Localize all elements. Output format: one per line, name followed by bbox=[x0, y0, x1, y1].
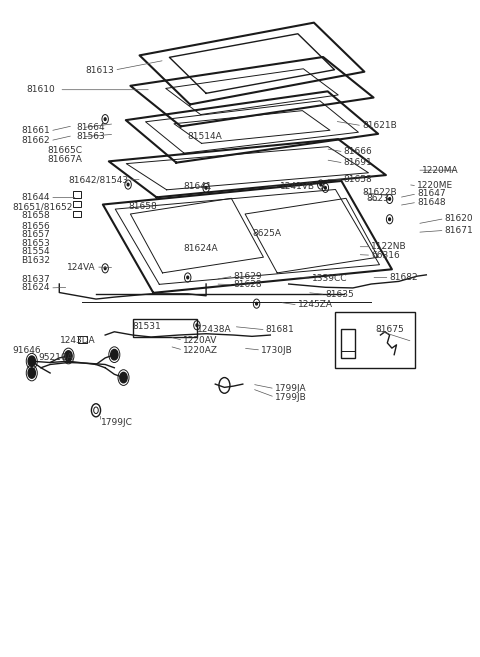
Circle shape bbox=[104, 118, 106, 120]
Text: 124VA: 124VA bbox=[67, 263, 96, 271]
Text: 91646: 91646 bbox=[12, 346, 41, 355]
Text: 81531: 81531 bbox=[132, 322, 161, 331]
Bar bbox=[341, 328, 355, 358]
Text: 81624: 81624 bbox=[22, 283, 50, 292]
Text: 8625A: 8625A bbox=[252, 229, 281, 238]
Text: 1799JC: 1799JC bbox=[101, 418, 132, 426]
Text: 81554: 81554 bbox=[22, 248, 50, 256]
Text: 1799JB: 1799JB bbox=[275, 393, 307, 401]
Circle shape bbox=[28, 368, 36, 378]
Circle shape bbox=[104, 267, 106, 269]
Text: 1220MA: 1220MA bbox=[422, 166, 458, 175]
Text: 8623: 8623 bbox=[367, 194, 390, 204]
Text: 81664: 81664 bbox=[76, 123, 105, 132]
Text: 1220AV: 1220AV bbox=[183, 336, 217, 345]
Text: 81628: 81628 bbox=[234, 280, 262, 289]
Bar bbox=[73, 191, 81, 198]
Text: 81691: 81691 bbox=[344, 158, 372, 168]
Text: 1122NB: 1122NB bbox=[371, 242, 407, 251]
Circle shape bbox=[127, 183, 129, 186]
Text: 81681: 81681 bbox=[266, 325, 295, 334]
Text: 81662: 81662 bbox=[22, 136, 50, 145]
Text: 81647: 81647 bbox=[417, 189, 446, 198]
Text: 81610: 81610 bbox=[26, 85, 55, 94]
Text: 81621B: 81621B bbox=[362, 121, 397, 130]
Text: B1632: B1632 bbox=[21, 256, 50, 265]
Bar bbox=[73, 211, 81, 217]
Circle shape bbox=[65, 351, 72, 361]
Text: 81635: 81635 bbox=[325, 290, 354, 299]
Text: 81651/81652: 81651/81652 bbox=[12, 202, 73, 212]
Bar bbox=[335, 312, 415, 368]
Text: 81667A: 81667A bbox=[48, 155, 82, 164]
Text: 1799JA: 1799JA bbox=[275, 384, 307, 393]
Text: 81620: 81620 bbox=[444, 214, 473, 223]
Circle shape bbox=[187, 276, 189, 279]
Text: 66316: 66316 bbox=[371, 251, 400, 260]
Text: 95210A: 95210A bbox=[38, 353, 73, 363]
Text: 1339CC: 1339CC bbox=[312, 273, 347, 283]
Circle shape bbox=[320, 183, 322, 186]
Text: 81644: 81644 bbox=[22, 193, 50, 202]
Text: 81641: 81641 bbox=[183, 182, 212, 191]
Text: 81653: 81653 bbox=[21, 239, 50, 248]
Text: 81622B: 81622B bbox=[362, 188, 396, 197]
Text: 81658: 81658 bbox=[344, 175, 372, 185]
Circle shape bbox=[111, 350, 118, 360]
Text: 81514A: 81514A bbox=[188, 132, 223, 141]
Circle shape bbox=[389, 218, 391, 221]
Text: 81661: 81661 bbox=[21, 126, 50, 135]
Text: 81675: 81675 bbox=[376, 325, 405, 334]
Text: 12438A: 12438A bbox=[197, 325, 231, 334]
Text: 81682: 81682 bbox=[390, 273, 418, 282]
Text: 81637: 81637 bbox=[21, 275, 50, 284]
Text: 81656: 81656 bbox=[21, 222, 50, 231]
Circle shape bbox=[120, 373, 127, 383]
Circle shape bbox=[324, 187, 326, 189]
Text: 1220ME: 1220ME bbox=[417, 181, 453, 191]
Circle shape bbox=[256, 302, 257, 305]
Circle shape bbox=[389, 198, 391, 200]
Circle shape bbox=[28, 356, 36, 367]
Bar bbox=[132, 319, 197, 337]
Text: 81658: 81658 bbox=[128, 202, 157, 212]
Text: 1243DA: 1243DA bbox=[60, 336, 96, 345]
Text: 81657: 81657 bbox=[21, 231, 50, 239]
Text: 1245ZA: 1245ZA bbox=[298, 300, 333, 309]
Text: 81665C: 81665C bbox=[47, 146, 82, 155]
Circle shape bbox=[196, 324, 198, 327]
Text: 81666: 81666 bbox=[344, 147, 372, 156]
Text: 81658: 81658 bbox=[21, 212, 50, 221]
Text: 81648: 81648 bbox=[417, 198, 446, 207]
Text: 1241VB: 1241VB bbox=[279, 182, 314, 191]
Text: 1220AZ: 1220AZ bbox=[183, 346, 218, 355]
Text: 81642/81543: 81642/81543 bbox=[68, 175, 128, 185]
Text: 81624A: 81624A bbox=[183, 244, 218, 253]
Text: 1730JB: 1730JB bbox=[261, 346, 293, 355]
Text: 81613: 81613 bbox=[85, 66, 114, 75]
Text: 81563: 81563 bbox=[76, 132, 105, 141]
Bar bbox=[73, 201, 81, 208]
Circle shape bbox=[205, 187, 207, 189]
Text: 81671: 81671 bbox=[444, 226, 473, 235]
Text: 81629: 81629 bbox=[234, 271, 262, 281]
